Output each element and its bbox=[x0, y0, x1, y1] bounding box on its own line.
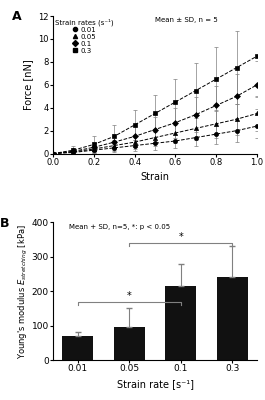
Y-axis label: Force [nN]: Force [nN] bbox=[23, 60, 33, 110]
X-axis label: Strain: Strain bbox=[140, 172, 170, 182]
Text: *: * bbox=[127, 291, 132, 301]
Text: Mean + SD, n=5, *: p < 0.05: Mean + SD, n=5, *: p < 0.05 bbox=[69, 224, 170, 230]
Legend: 0.01, 0.05, 0.1, 0.3: 0.01, 0.05, 0.1, 0.3 bbox=[55, 18, 114, 54]
Bar bbox=[165, 286, 196, 360]
Bar bbox=[114, 327, 145, 360]
Text: A: A bbox=[12, 10, 22, 24]
X-axis label: Strain rate [s⁻¹]: Strain rate [s⁻¹] bbox=[117, 379, 193, 389]
Text: Mean ± SD, n = 5: Mean ± SD, n = 5 bbox=[155, 17, 218, 23]
Y-axis label: Young's modulus $E_{stretching}$ [kPa]: Young's modulus $E_{stretching}$ [kPa] bbox=[17, 224, 30, 359]
Bar bbox=[62, 336, 93, 360]
Text: B: B bbox=[0, 217, 10, 230]
Bar bbox=[217, 278, 248, 360]
Text: *: * bbox=[178, 232, 183, 242]
